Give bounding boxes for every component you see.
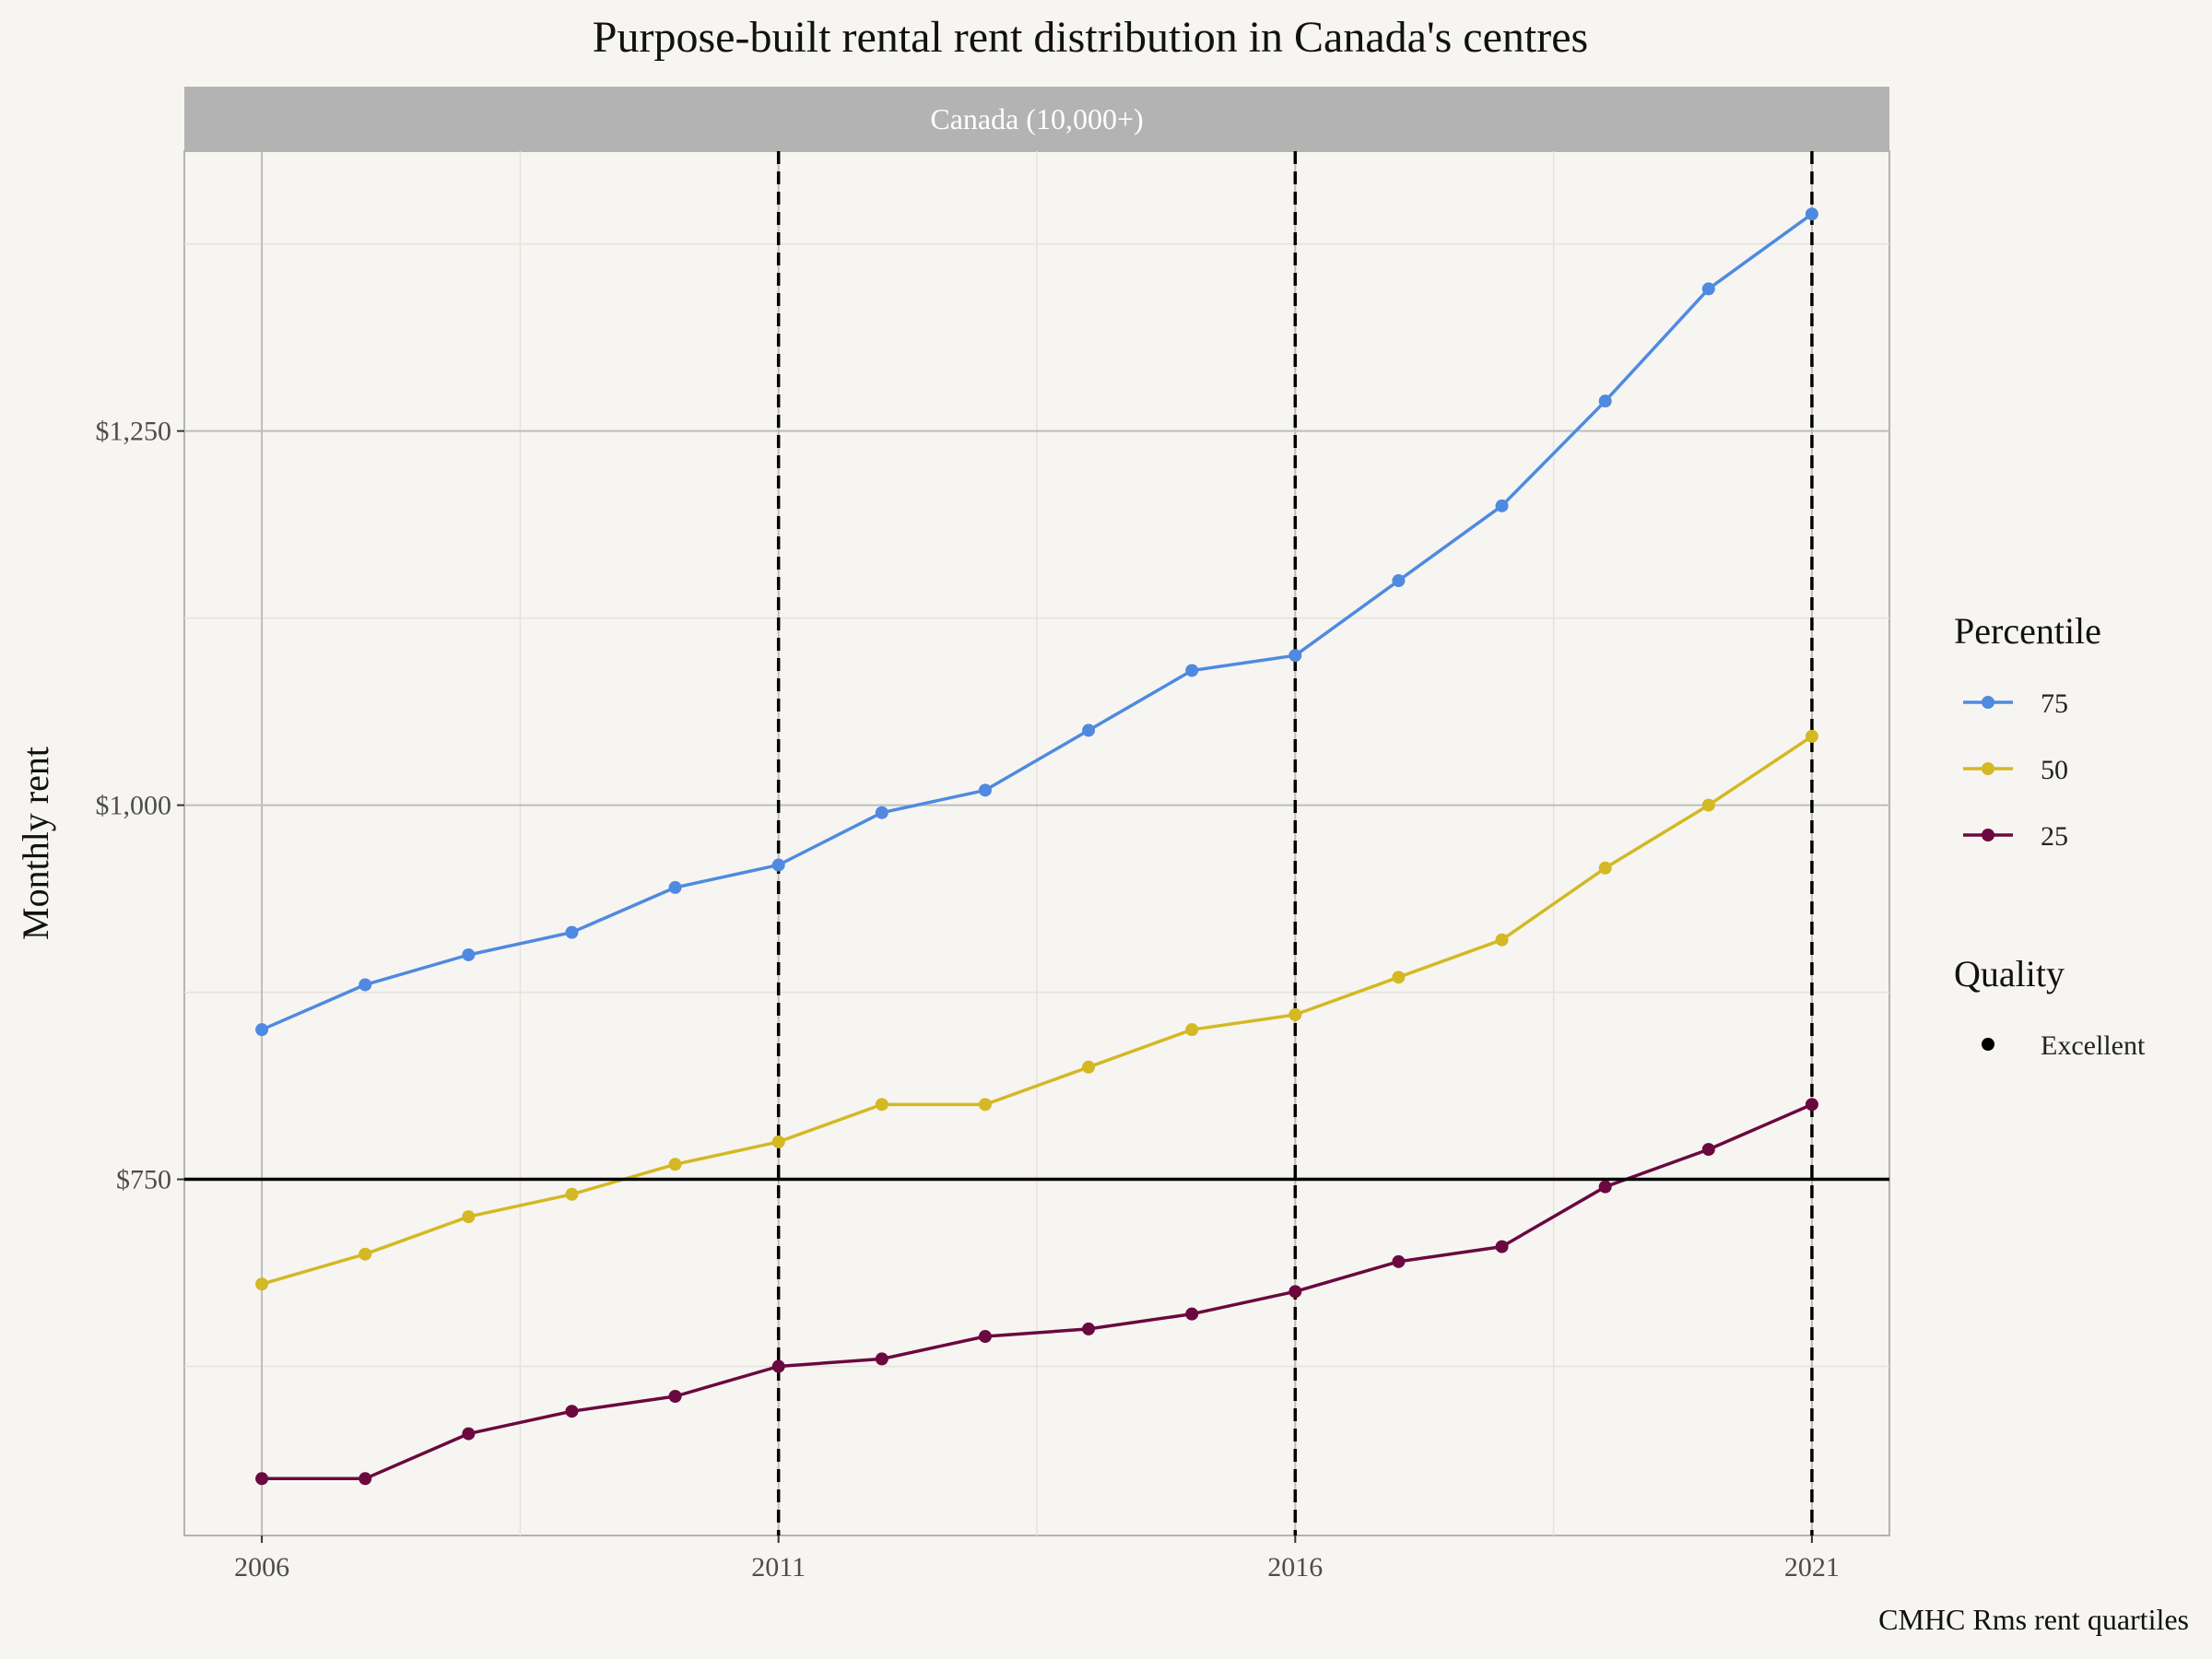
data-point-75-2013 [978, 783, 992, 797]
legend-label-50: 50 [2041, 755, 2068, 785]
facet-strip [184, 87, 1889, 151]
legend-label-excellent: Excellent [2041, 1030, 2146, 1061]
data-point-50-2010 [668, 1158, 682, 1171]
data-point-25-2006 [255, 1472, 269, 1486]
series-line-25 [262, 1102, 1813, 1481]
data-point-75-2007 [359, 978, 372, 992]
data-point-75-2019 [1598, 394, 1612, 408]
data-point-25-2019 [1598, 1180, 1612, 1194]
data-point-75-2006 [255, 1023, 269, 1037]
points-layer [255, 207, 1818, 1486]
legend-title-quality: Quality [1954, 953, 2065, 994]
data-point-25-2012 [875, 1352, 888, 1366]
series-line-50 [261, 735, 1813, 1286]
data-point-50-2008 [462, 1210, 476, 1224]
data-point-75-2014 [1082, 724, 1096, 737]
data-point-75-2008 [462, 947, 476, 961]
data-point-75-2020 [1701, 282, 1715, 296]
y-tick-label: $1,250 [96, 417, 172, 447]
legend-title-percentile: Percentile [1954, 610, 2101, 652]
data-point-25-2007 [359, 1472, 372, 1486]
data-point-25-2008 [462, 1427, 476, 1441]
legend-key-point-50 [1982, 762, 1994, 775]
series-layer [261, 212, 1813, 1481]
data-point-25-2011 [771, 1359, 785, 1373]
data-point-50-2021 [1805, 729, 1818, 743]
y-tick-label: $1,000 [96, 791, 172, 821]
data-point-75-2016 [1288, 649, 1302, 663]
chart-title: Purpose-built rental rent distribution i… [593, 13, 1588, 62]
legend-label-25: 25 [2041, 821, 2068, 852]
data-point-25-2015 [1185, 1307, 1199, 1321]
data-point-25-2017 [1392, 1254, 1406, 1268]
data-point-50-2016 [1288, 1007, 1302, 1021]
x-tick-label: 2016 [1267, 1552, 1323, 1583]
data-point-25-2010 [668, 1389, 682, 1403]
y-axis: $750 $1,000 $1,250 [96, 417, 184, 1195]
data-point-50-2007 [359, 1247, 372, 1261]
data-point-75-2010 [668, 880, 682, 894]
legend-key-excellent [1982, 1038, 1994, 1051]
minor-gridlines [184, 151, 1889, 1535]
x-tick-label: 2006 [234, 1552, 289, 1583]
x-axis: 2006 2011 2016 2021 [234, 1535, 1840, 1583]
data-point-25-2013 [978, 1330, 992, 1344]
data-point-75-2017 [1392, 574, 1406, 588]
data-point-50-2019 [1598, 861, 1612, 875]
reference-lines [184, 151, 1889, 1535]
data-point-50-2015 [1185, 1023, 1199, 1037]
data-point-75-2018 [1495, 499, 1509, 512]
legend-items-percentile: 75 50 25 [1963, 688, 2068, 852]
x-tick-label: 2021 [1784, 1552, 1840, 1583]
data-point-50-2009 [565, 1187, 579, 1201]
series-line-75 [261, 212, 1813, 1031]
legend-key-point-25 [1982, 829, 1994, 841]
data-point-25-2014 [1082, 1322, 1096, 1335]
y-axis-title: Monthly rent [15, 747, 56, 940]
data-point-50-2018 [1495, 933, 1509, 947]
data-point-50-2014 [1082, 1060, 1096, 1074]
data-point-75-2015 [1185, 664, 1199, 677]
plot-panel: Canada (10,000+) [183, 87, 1890, 1536]
data-point-50-2017 [1392, 971, 1406, 984]
x-tick-label: 2011 [751, 1552, 806, 1583]
legend: Percentile 75 50 25 Quality Excellent [1954, 610, 2146, 1061]
data-point-25-2009 [565, 1405, 579, 1418]
caption: CMHC Rms rent quartiles [1878, 1603, 2189, 1636]
data-point-50-2011 [771, 1135, 785, 1148]
data-point-25-2018 [1495, 1240, 1509, 1253]
data-point-50-2013 [978, 1098, 992, 1112]
data-point-75-2012 [875, 806, 888, 819]
data-point-25-2016 [1288, 1285, 1302, 1299]
data-point-50-2012 [875, 1098, 888, 1112]
legend-key-point-75 [1982, 696, 1994, 709]
data-point-75-2009 [565, 925, 579, 939]
data-point-25-2021 [1805, 1098, 1818, 1112]
legend-label-75: 75 [2041, 688, 2068, 719]
data-point-50-2006 [255, 1277, 269, 1291]
data-point-75-2021 [1805, 207, 1818, 221]
data-point-75-2011 [771, 858, 785, 872]
data-point-50-2020 [1701, 798, 1715, 812]
data-point-25-2020 [1701, 1143, 1715, 1157]
y-tick-label: $750 [116, 1165, 171, 1195]
facet-strip-label: Canada (10,000+) [930, 102, 1143, 135]
